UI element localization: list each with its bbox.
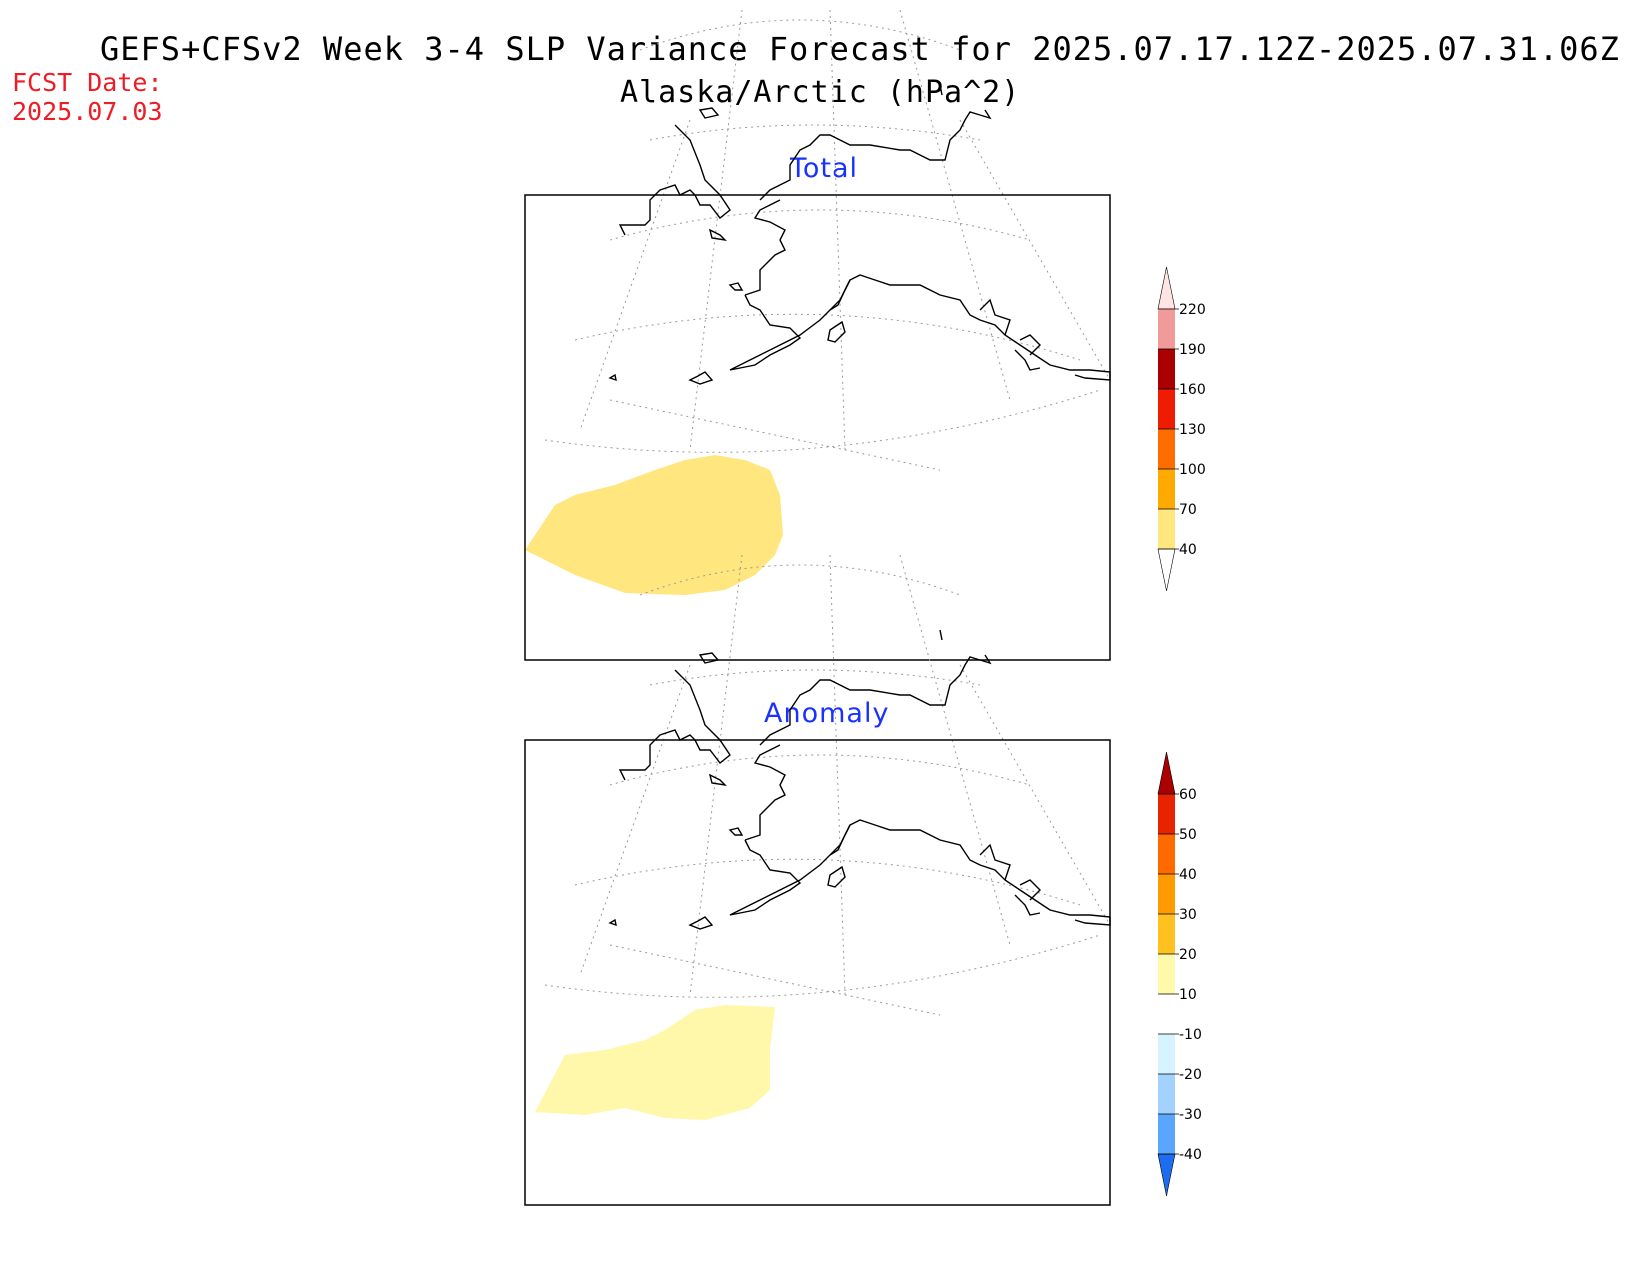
anomaly-colorbar-tick-label: 10	[1179, 987, 1197, 1003]
anomaly-colorbar-tick-label: -30	[1179, 1107, 1202, 1123]
total-colorbar-tick-label: 100	[1179, 462, 1206, 478]
anomaly-colorbar-tick-label: -10	[1179, 1027, 1202, 1043]
total-colorbar-over-triangle	[1157, 266, 1176, 310]
total-colorbar-band	[1158, 389, 1175, 429]
anomaly-shaded-area	[535, 1005, 775, 1120]
total-colorbar-tick-label: 130	[1179, 422, 1206, 438]
anomaly-colorbar-band	[1158, 994, 1175, 1034]
anomaly-colorbar-band	[1158, 1114, 1175, 1154]
anomaly-colorbar-tick-label: 60	[1179, 787, 1197, 803]
total-colorbar-tick-label: 160	[1179, 382, 1206, 398]
total-colorbar-band	[1158, 349, 1175, 389]
anomaly-colorbar-tick-label: 50	[1179, 827, 1197, 843]
total-colorbar-tick-label: 190	[1179, 342, 1206, 358]
anomaly-colorbar-band	[1158, 874, 1175, 914]
anomaly-colorbar-band	[1158, 1074, 1175, 1114]
anomaly-colorbar-tick-label: 30	[1179, 907, 1197, 923]
total-colorbar-band	[1158, 469, 1175, 509]
anomaly-colorbar: -40 -30 -20 -10 10 20 30 40 50 60	[1157, 751, 1202, 1197]
anomaly-colorbar-band	[1158, 794, 1175, 834]
anomaly-colorbar-tick-label: 40	[1179, 867, 1197, 883]
anomaly-colorbar-band	[1158, 834, 1175, 874]
anomaly-colorbar-band	[1158, 1034, 1175, 1074]
total-colorbar-band	[1158, 309, 1175, 349]
total-panel-title: Total	[790, 153, 859, 184]
anomaly-colorbar-over-triangle	[1157, 751, 1176, 795]
total-colorbar-band	[1158, 509, 1175, 549]
total-colorbar-under-triangle	[1157, 548, 1176, 592]
total-colorbar-tick-label: 40	[1179, 542, 1197, 558]
forecast-date-label: FCST Date:	[12, 68, 163, 97]
total-colorbar-band	[1158, 429, 1175, 469]
total-map	[524, 9, 1111, 661]
anomaly-colorbar-band	[1158, 914, 1175, 954]
total-colorbar-tick-label: 220	[1179, 302, 1206, 318]
anomaly-colorbar-band	[1158, 954, 1175, 994]
forecast-date-value: 2025.07.03	[12, 97, 163, 126]
total-shaded-area	[525, 455, 783, 595]
anomaly-colorbar-tick-label: -40	[1179, 1147, 1202, 1163]
chart-title: GEFS+CFSv2 Week 3-4 SLP Variance Forecas…	[100, 30, 1620, 68]
anomaly-colorbar-tick-label: -20	[1179, 1067, 1202, 1083]
anomaly-map	[524, 554, 1111, 1206]
chart-subtitle: Alaska/Arctic (hPa^2)	[620, 75, 1021, 110]
anomaly-panel-title: Anomaly	[764, 698, 890, 729]
anomaly-colorbar-under-triangle	[1157, 1153, 1176, 1197]
total-colorbar: 40 70 100 130 160 190 220	[1157, 266, 1206, 592]
anomaly-colorbar-tick-label: 20	[1179, 947, 1197, 963]
total-colorbar-tick-label: 70	[1179, 502, 1197, 518]
